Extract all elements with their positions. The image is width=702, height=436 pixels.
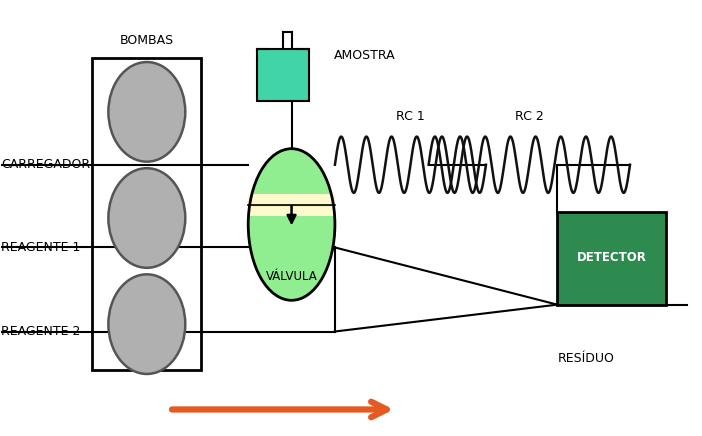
Text: RC 2: RC 2 bbox=[515, 110, 543, 123]
Ellipse shape bbox=[108, 168, 185, 268]
Ellipse shape bbox=[108, 62, 185, 162]
Bar bbox=[249, 194, 335, 216]
Text: VÁLVULA: VÁLVULA bbox=[265, 270, 317, 283]
Text: DETECTOR: DETECTOR bbox=[577, 252, 647, 264]
Text: REAGENTE 2: REAGENTE 2 bbox=[1, 325, 81, 338]
Text: BOMBAS: BOMBAS bbox=[120, 34, 174, 47]
Ellipse shape bbox=[249, 149, 335, 300]
Text: RC 1: RC 1 bbox=[396, 110, 425, 123]
Ellipse shape bbox=[249, 149, 335, 300]
Bar bbox=[257, 49, 309, 101]
Text: CARREGADOR: CARREGADOR bbox=[1, 158, 91, 171]
Bar bbox=[92, 58, 201, 370]
Text: AMOSTRA: AMOSTRA bbox=[333, 49, 395, 62]
Text: RESÍDUO: RESÍDUO bbox=[558, 352, 615, 365]
Ellipse shape bbox=[108, 274, 185, 374]
Text: REAGENTE 1: REAGENTE 1 bbox=[1, 241, 81, 254]
Bar bbox=[557, 211, 665, 305]
